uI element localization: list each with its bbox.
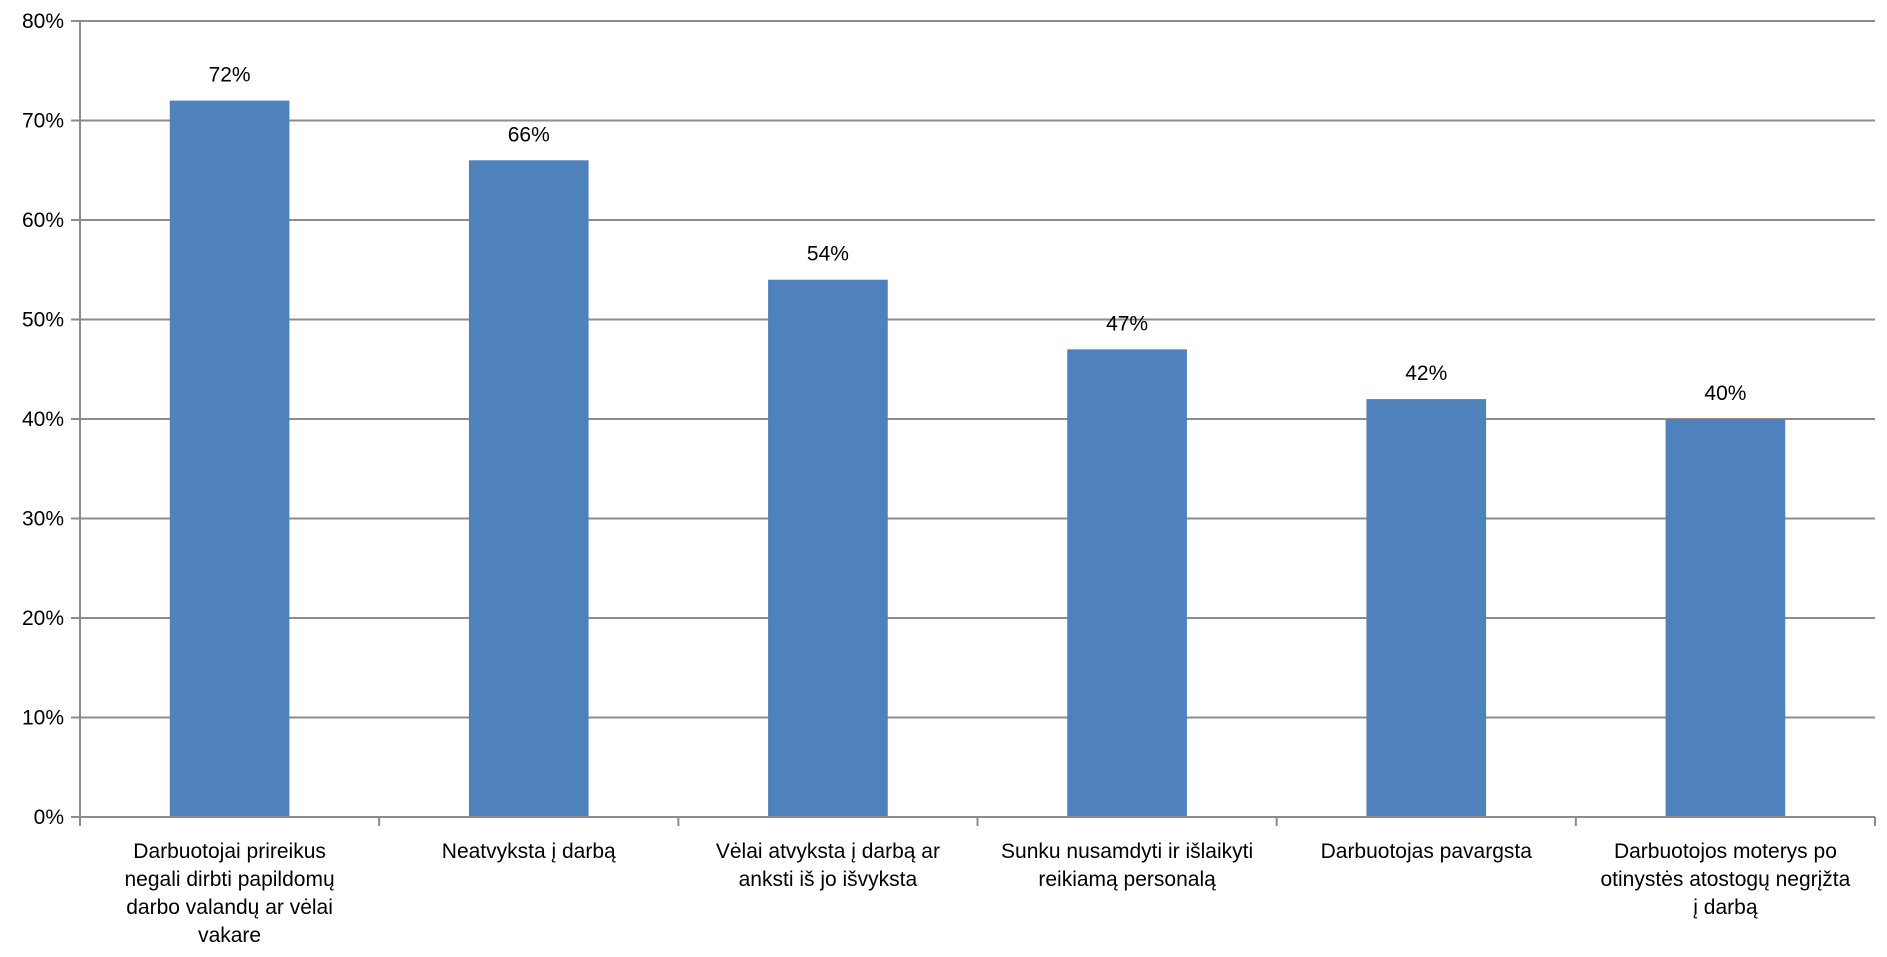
category-label: Darbuotojas pavargsta	[1321, 840, 1533, 863]
data-label: 40%	[1704, 382, 1746, 405]
category-label-line: otinystės atostogų negrįžta	[1601, 868, 1851, 891]
data-label: 66%	[508, 123, 550, 146]
bar	[1067, 349, 1187, 817]
bar	[169, 100, 290, 818]
y-axis-tick-labels: 0% 10% 20% 30% 40% 50% 60% 70% 80%	[22, 10, 64, 829]
category-label-line: darbo valandų ar vėlai	[126, 896, 333, 919]
category-label-line: vakare	[198, 924, 261, 947]
category-label-line: Vėlai atvyksta į darbą ar	[716, 840, 940, 863]
axes	[71, 20, 1876, 826]
category-labels: Darbuotojai prireikus negali dirbti papil…	[125, 840, 1851, 947]
category-label: Darbuotojai prireikus negali dirbti papil…	[125, 840, 335, 947]
y-tick-label: 0%	[34, 806, 64, 829]
category-label-line: anksti iš jo išvyksta	[739, 868, 918, 891]
category-label-line: negali dirbti papildomų	[125, 868, 335, 891]
y-tick-label: 10%	[22, 707, 64, 730]
data-label: 42%	[1405, 362, 1447, 385]
y-tick-label: 80%	[22, 10, 64, 33]
y-tick-label: 50%	[22, 309, 64, 332]
category-label-line: reikiamą personalą	[1038, 868, 1216, 891]
category-label: Darbuotojos moterys po otinystės atostogų…	[1601, 840, 1851, 919]
bar	[468, 160, 589, 818]
category-label-line: Neatvyksta į darbą	[442, 840, 616, 863]
category-label-line: Darbuotojos moterys po	[1614, 840, 1837, 863]
y-tick-label: 30%	[22, 508, 64, 531]
bar	[1665, 419, 1786, 817]
gridlines	[80, 20, 1875, 719]
bar	[768, 279, 888, 817]
category-label: Vėlai atvyksta į darbą ar anksti iš jo iš…	[716, 840, 940, 891]
category-label-line: Darbuotojai prireikus	[133, 840, 326, 863]
data-labels: 72% 66% 54% 47% 42% 40%	[209, 64, 1747, 405]
y-tick-label: 40%	[22, 408, 64, 431]
bars	[169, 100, 1786, 818]
category-label-line: Darbuotojas pavargsta	[1321, 840, 1533, 863]
y-tick-label: 70%	[22, 110, 64, 133]
data-label: 54%	[807, 243, 849, 266]
data-label: 72%	[209, 64, 251, 87]
category-label-line: Sunku nusamdyti ir išlaikyti	[1001, 840, 1253, 863]
data-label: 47%	[1106, 312, 1148, 335]
category-label-line: į darbą	[1693, 896, 1758, 919]
category-label: Neatvyksta į darbą	[442, 840, 616, 863]
category-label: Sunku nusamdyti ir išlaikyti reikiamą per…	[1001, 840, 1253, 891]
y-tick-label: 20%	[22, 607, 64, 630]
bar	[1366, 399, 1487, 817]
y-tick-label: 60%	[22, 209, 64, 232]
